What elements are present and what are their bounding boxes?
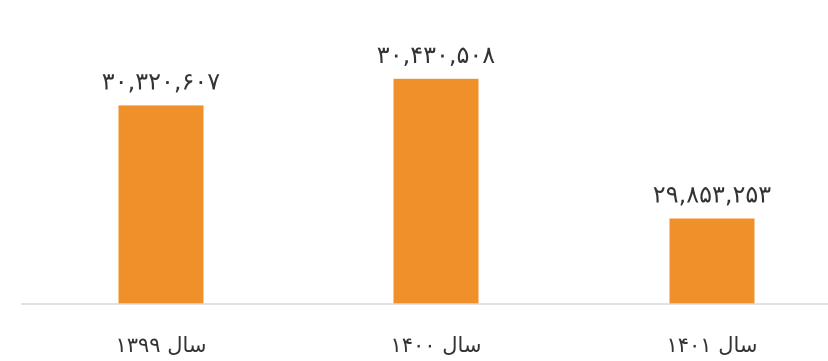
bar-2: [393, 78, 479, 304]
bars-group: [118, 78, 755, 304]
value-labels-group: ۳۰,۳۲۰,۶۰۷ ۳۰,۴۳۰,۵۰۸ ۲۹,۸۵۳,۲۵۳: [102, 41, 771, 209]
bar-3: [669, 218, 755, 304]
x-tick-labels-group: سال ۱۳۹۹ سال ۱۴۰۰ سال ۱۴۰۱: [115, 333, 757, 357]
bar-1: [118, 105, 204, 304]
x-tick-label-1: سال ۱۳۹۹: [115, 333, 206, 357]
data-label-2: ۳۰,۴۳۰,۵۰۸: [377, 41, 495, 69]
x-tick-label-2: سال ۱۴۰۰: [390, 333, 481, 357]
x-tick-label-3: سال ۱۴۰۱: [666, 333, 757, 357]
data-label-1: ۳۰,۳۲۰,۶۰۷: [102, 67, 220, 95]
data-label-3: ۲۹,۸۵۳,۲۵۳: [653, 181, 771, 209]
